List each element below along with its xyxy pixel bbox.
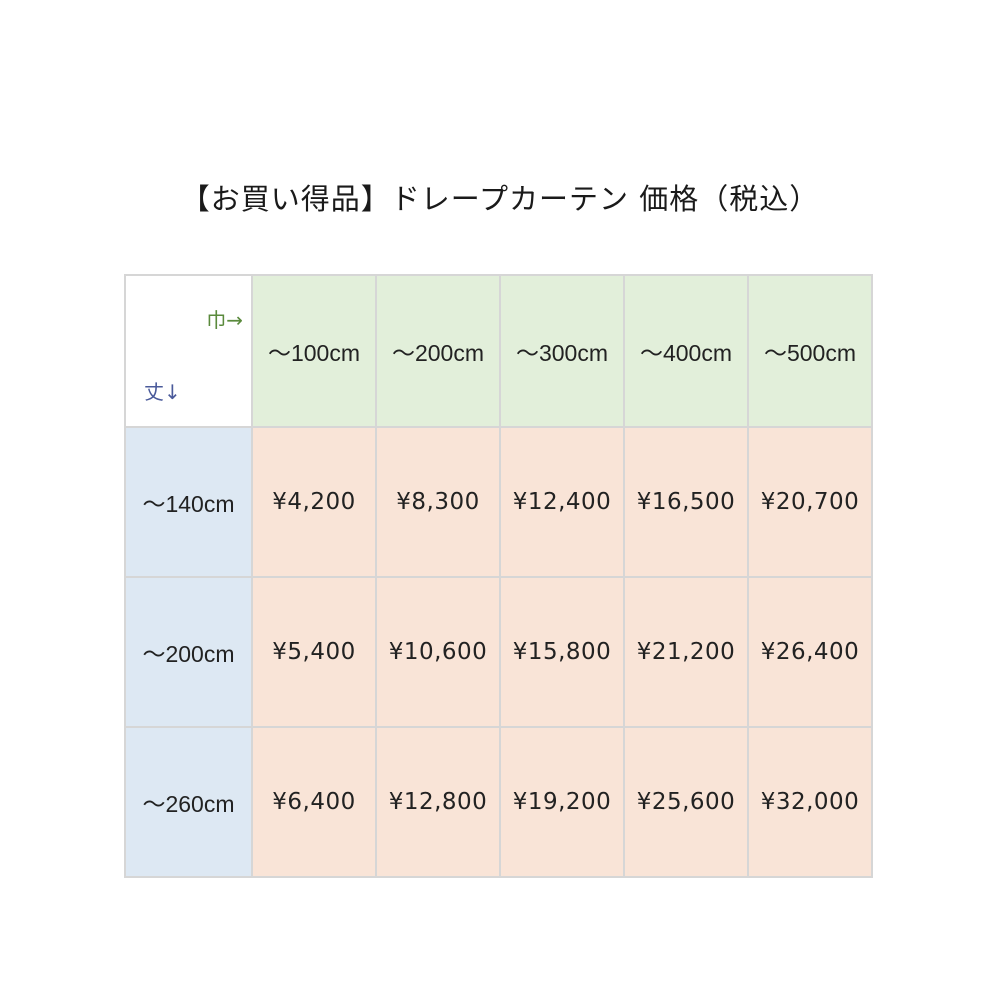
price-cell: ¥21,200	[623, 576, 749, 728]
price-cell: ¥5,400	[251, 576, 377, 728]
price-cell: ¥25,600	[623, 726, 749, 878]
row-header: ～140cm	[124, 426, 253, 578]
table-row: ～200cm ¥5,400 ¥10,600 ¥15,800 ¥21,200 ¥2…	[124, 576, 873, 728]
price-cell: ¥20,700	[747, 426, 873, 578]
corner-cell: 巾→ 丈↓	[124, 274, 253, 428]
header-row: 巾→ 丈↓ ～100cm ～200cm ～300cm ～400cm ～500cm	[124, 274, 873, 428]
row-header: ～260cm	[124, 726, 253, 878]
price-cell: ¥32,000	[747, 726, 873, 878]
column-header: ～200cm	[375, 274, 501, 428]
column-header: ～500cm	[747, 274, 873, 428]
row-header: ～200cm	[124, 576, 253, 728]
table-row: ～140cm ¥4,200 ¥8,300 ¥12,400 ¥16,500 ¥20…	[124, 426, 873, 578]
table-row: ～260cm ¥6,400 ¥12,800 ¥19,200 ¥25,600 ¥3…	[124, 726, 873, 878]
height-label: 丈↓	[144, 380, 181, 404]
price-cell: ¥26,400	[747, 576, 873, 728]
price-cell: ¥12,400	[499, 426, 625, 578]
price-cell: ¥19,200	[499, 726, 625, 878]
column-header: ～300cm	[499, 274, 625, 428]
price-cell: ¥15,800	[499, 576, 625, 728]
price-table: 巾→ 丈↓ ～100cm ～200cm ～300cm ～400cm ～500cm…	[124, 274, 873, 878]
price-cell: ¥12,800	[375, 726, 501, 878]
price-cell: ¥16,500	[623, 426, 749, 578]
price-cell: ¥6,400	[251, 726, 377, 878]
column-header: ～100cm	[251, 274, 377, 428]
price-cell: ¥4,200	[251, 426, 377, 578]
page-title: 【お買い得品】ドレープカーテン 価格（税込）	[180, 182, 820, 216]
column-header: ～400cm	[623, 274, 749, 428]
width-label: 巾→	[206, 308, 243, 332]
price-cell: ¥8,300	[375, 426, 501, 578]
price-cell: ¥10,600	[375, 576, 501, 728]
